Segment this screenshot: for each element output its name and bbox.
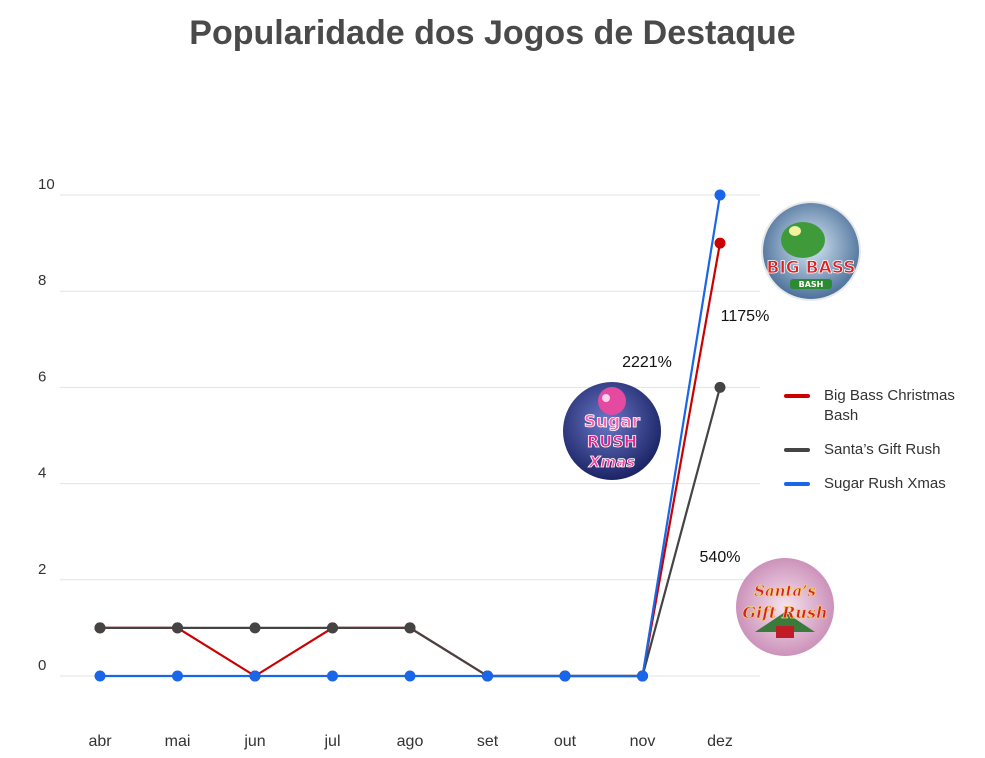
- y-tick-label: 8: [38, 272, 46, 289]
- x-tick-label: jul: [323, 733, 340, 750]
- santas-gift-logo-text-1: Santa’s: [754, 582, 816, 600]
- santas-gift-rush-logo: Santa’s Gift Rush: [736, 558, 834, 656]
- data-point-santa-s-gift-rush[interactable]: [94, 622, 106, 634]
- sugar-rush-logo-text-2: RUSH: [587, 432, 637, 451]
- x-tick-label: out: [554, 733, 577, 750]
- y-tick-label: 2: [38, 561, 46, 578]
- x-tick-label: nov: [630, 733, 656, 750]
- series-points: [94, 189, 726, 682]
- legend-label-sugar-rush: Sugar Rush Xmas: [824, 475, 946, 492]
- data-point-santa-s-gift-rush[interactable]: [249, 622, 261, 634]
- data-point-sugar-rush-xmas[interactable]: [94, 670, 106, 682]
- x-tick-label: jun: [243, 733, 265, 750]
- x-axis-ticks: abr mai jun jul ago set out nov dez: [88, 733, 732, 750]
- x-tick-label: ago: [397, 733, 424, 750]
- sugar-rush-logo-text-1: Sugar: [584, 412, 641, 432]
- big-bass-logo-text: BIG BASS: [767, 258, 856, 278]
- data-point-santa-s-gift-rush[interactable]: [172, 622, 183, 634]
- legend-item-big-bass[interactable]: Big Bass Christmas Bash: [784, 386, 984, 426]
- legend-label-big-bass: Big Bass Christmas Bash: [824, 387, 955, 424]
- data-point-santa-s-gift-rush[interactable]: [327, 622, 338, 634]
- legend-swatch-sugar-rush: [784, 482, 810, 486]
- annotation-big-bass: 1175%: [721, 308, 770, 325]
- big-bass-logo-subtext: BASH: [799, 280, 824, 289]
- data-point-santa-s-gift-rush[interactable]: [714, 381, 726, 393]
- y-tick-label: 10: [38, 176, 55, 193]
- data-point-santa-s-gift-rush[interactable]: [404, 622, 416, 634]
- data-point-sugar-rush-xmas[interactable]: [714, 189, 726, 201]
- data-point-sugar-rush-xmas[interactable]: [559, 670, 571, 682]
- legend-swatch-santas-gift: [784, 448, 810, 452]
- y-axis-ticks: 0 2 4 6 8 10: [38, 176, 55, 674]
- x-tick-label: dez: [707, 733, 733, 750]
- annotation-sugar-rush: 2221%: [622, 354, 672, 371]
- data-point-sugar-rush-xmas[interactable]: [482, 670, 493, 682]
- legend-label-santas-gift: Santa’s Gift Rush: [824, 441, 941, 458]
- big-bass-christmas-bash-logo: BIG BASS BASH: [761, 201, 861, 301]
- data-point-sugar-rush-xmas[interactable]: [327, 670, 338, 682]
- santas-gift-logo-text-2: Gift Rush: [742, 603, 827, 622]
- y-tick-label: 4: [38, 465, 46, 482]
- data-point-sugar-rush-xmas[interactable]: [172, 670, 183, 682]
- sugar-rush-xmas-logo: Sugar RUSH Xmas: [563, 382, 661, 480]
- data-point-sugar-rush-xmas[interactable]: [404, 670, 416, 682]
- sugar-rush-logo-text-3: Xmas: [588, 453, 635, 471]
- legend: Big Bass Christmas Bash Santa’s Gift Rus…: [784, 386, 984, 508]
- legend-swatch-big-bass: [784, 394, 810, 398]
- data-point-sugar-rush-xmas[interactable]: [637, 670, 648, 682]
- x-tick-label: set: [477, 733, 499, 750]
- annotation-santas-gift: 540%: [700, 549, 741, 566]
- chart-title: Popularidade dos Jogos de Destaque: [189, 14, 796, 52]
- legend-item-sugar-rush[interactable]: Sugar Rush Xmas: [784, 474, 984, 494]
- legend-item-santas-gift[interactable]: Santa’s Gift Rush: [784, 440, 984, 460]
- y-tick-label: 6: [38, 368, 46, 385]
- x-tick-label: mai: [165, 733, 191, 750]
- data-point-big-bass-christmas-bash[interactable]: [714, 237, 726, 249]
- y-tick-label: 0: [38, 657, 46, 674]
- x-tick-label: abr: [88, 733, 112, 750]
- data-point-sugar-rush-xmas[interactable]: [249, 670, 261, 682]
